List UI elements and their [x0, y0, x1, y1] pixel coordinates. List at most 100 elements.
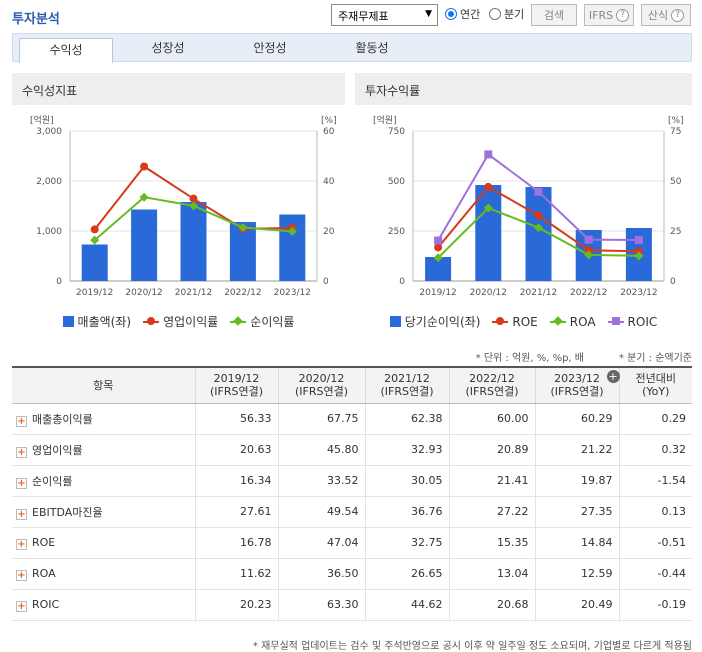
value-cell: 32.93 [364, 434, 449, 466]
data-point[interactable] [534, 187, 543, 196]
ifrs-button[interactable]: IFRS? [584, 4, 634, 26]
x-tick-label: 2022/12 [224, 288, 261, 298]
row-label-cell[interactable]: + 순이익률 [12, 465, 195, 497]
expand-row-icon[interactable]: + [16, 508, 27, 520]
tab-profitability[interactable]: 수익성 [19, 38, 113, 63]
search-button[interactable]: 검색 [531, 4, 577, 26]
profitability-chart-panel: 수익성지표 [억원] [%] 3,000 60 2,000 40 1,000 20 0 0 2019… [12, 73, 345, 331]
radio-annual-label: 연간 [460, 8, 481, 21]
value-cell: 36.76 [364, 496, 449, 528]
data-point[interactable] [433, 253, 443, 263]
legend-label: ROA [569, 314, 596, 329]
legend-item[interactable]: ROE [492, 313, 538, 330]
legend-item[interactable]: 영업이익률 [143, 313, 218, 330]
legend-label: 영업이익률 [163, 315, 219, 329]
legend-line-swatch [549, 316, 566, 327]
value-cell: 20.63 [194, 434, 278, 466]
radio-unchecked-icon [489, 8, 501, 20]
statement-type-select[interactable]: 주재무제표 ▼ [331, 4, 438, 26]
row-label: ROE [32, 535, 56, 549]
header-sublabel: (IFRS연결) [380, 385, 434, 399]
statement-type-value: 주재무제표 [338, 10, 389, 23]
data-point[interactable] [584, 246, 593, 255]
legend-item[interactable]: ROIC [607, 313, 657, 330]
header-label: 2020/12 [298, 372, 345, 386]
data-point[interactable] [584, 235, 593, 244]
data-point[interactable] [189, 201, 198, 211]
value-cell: 13.04 [448, 558, 535, 590]
expand-row-icon[interactable]: + [16, 538, 27, 550]
bar[interactable] [180, 202, 207, 281]
header-period: 2020/12 (IFRS연결) [277, 366, 365, 404]
data-point[interactable] [484, 182, 493, 191]
legend-item[interactable]: ROA [549, 313, 596, 330]
row-label-cell[interactable]: + ROA [12, 558, 195, 590]
y-tick-right: 40 [323, 177, 335, 187]
yoy-cell: -0.44 [618, 558, 692, 590]
bar[interactable] [131, 209, 158, 282]
value-cell: 30.05 [364, 465, 449, 497]
data-point[interactable] [584, 250, 594, 260]
expand-row-icon[interactable]: + [16, 477, 27, 489]
expand-row-icon[interactable]: + [16, 600, 27, 612]
y-tick-left: 750 [388, 127, 405, 137]
yoy-cell: -0.19 [618, 589, 692, 621]
tab-activity[interactable]: 활동성 [355, 41, 389, 55]
y-tick-right: 0 [323, 277, 329, 287]
data-point[interactable] [90, 225, 99, 234]
header-sublabel: (YoY) [642, 385, 670, 399]
value-cell: 16.34 [194, 465, 278, 497]
data-point[interactable] [483, 203, 493, 213]
panel-title: 수익성지표 [12, 73, 345, 105]
legend-item[interactable]: 당기순이익(좌) [389, 313, 480, 330]
expand-row-icon[interactable]: + [16, 569, 27, 581]
data-point[interactable] [634, 251, 644, 261]
tab-stability[interactable]: 안정성 [253, 41, 287, 55]
data-point[interactable] [189, 194, 198, 203]
row-label-cell[interactable]: + EBITDA마진율 [12, 496, 195, 528]
data-point[interactable] [139, 192, 149, 202]
data-point[interactable] [434, 236, 443, 245]
formula-button[interactable]: 산식? [641, 4, 691, 26]
value-cell: 26.65 [364, 558, 449, 590]
expand-row-icon[interactable]: + [16, 446, 27, 458]
data-point[interactable] [484, 150, 493, 159]
right-axis-unit: [%] [321, 116, 337, 126]
bar[interactable] [525, 187, 552, 281]
y-tick-right: 25 [670, 227, 681, 237]
value-cell: 12.59 [534, 558, 619, 590]
data-point[interactable] [140, 162, 149, 171]
return-chart-panel: 투자수익률 [억원] [%] 750 75 500 50 250 25 0 0 2019/12 202… [355, 73, 692, 331]
radio-annual[interactable]: 연간 [445, 6, 480, 22]
data-point[interactable] [287, 226, 297, 236]
legend-item[interactable]: 순이익률 [230, 313, 294, 330]
data-point[interactable] [634, 236, 643, 245]
data-point[interactable] [534, 211, 543, 220]
tab-growth[interactable]: 성장성 [151, 41, 185, 55]
data-point[interactable] [238, 222, 248, 232]
panel-title: 투자수익률 [355, 73, 692, 105]
header-period: 전년대비 (YoY) [618, 366, 692, 404]
legend-bar-swatch [389, 316, 401, 327]
radio-quarter[interactable]: 분기 [489, 6, 524, 22]
data-point[interactable] [90, 235, 100, 245]
yoy-cell: 0.29 [618, 403, 692, 435]
row-label-cell[interactable]: + 영업이익률 [12, 434, 195, 466]
row-label-cell[interactable]: + ROIC [12, 589, 195, 621]
legend-label: ROE [512, 314, 538, 329]
expand-row-icon[interactable]: + [16, 415, 27, 427]
value-cell: 16.78 [194, 527, 278, 559]
legend-item[interactable]: 매출액(좌) [62, 313, 131, 330]
expand-columns-icon[interactable]: + [606, 370, 620, 383]
page-title: 투자분석 [12, 12, 60, 27]
row-label-cell[interactable]: + 매출총이익률 [12, 403, 195, 435]
data-point[interactable] [434, 243, 443, 252]
value-cell: 49.54 [277, 496, 365, 528]
y-tick-right: 60 [323, 127, 335, 137]
data-point[interactable] [534, 223, 543, 233]
bar[interactable] [81, 244, 108, 282]
row-label-cell[interactable]: + ROE [12, 527, 195, 559]
row-label: 영업이익률 [32, 443, 83, 457]
bar[interactable] [475, 185, 502, 281]
value-cell: 47.04 [277, 527, 365, 559]
